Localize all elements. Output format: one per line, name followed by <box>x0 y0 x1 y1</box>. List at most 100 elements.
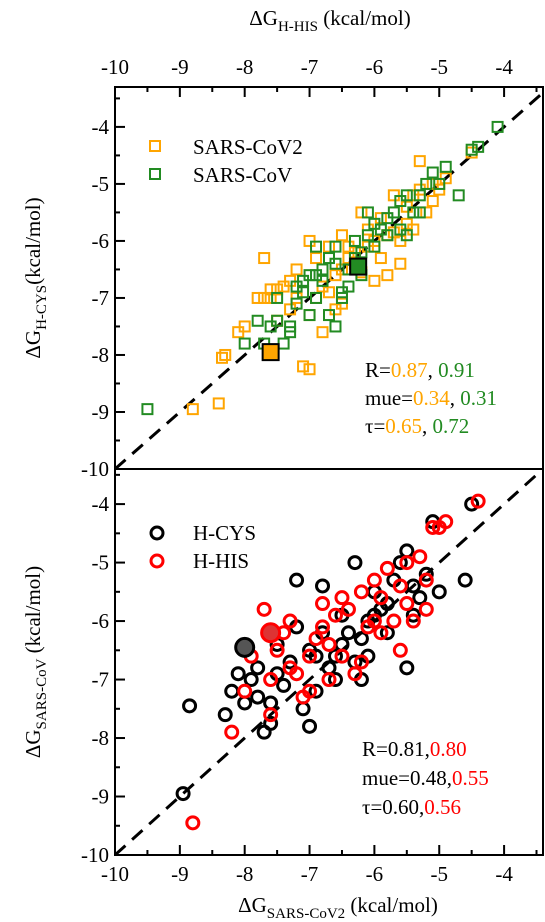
y-tick-label: -9 <box>92 785 110 809</box>
x-tick-label: -5 <box>430 55 448 79</box>
stat-r-top: R=0.87, 0.91 <box>365 358 475 382</box>
data-point <box>418 572 434 588</box>
data-point <box>230 666 246 682</box>
data-point <box>368 240 381 253</box>
data-point <box>224 724 240 740</box>
legend-marker-h-his <box>149 553 165 569</box>
top-panel-y-tick-labels: -10 -9 -8 -7 -6 -5 -4 <box>81 97 125 481</box>
data-point <box>334 648 350 664</box>
panel-bottom: -10 -9 -8 -7 -6 -5 -4 -10 -9 -8 -7 -6 -5 -4 ΔGSARS-C… <box>21 467 545 922</box>
bottom-panel-y-axis-title: ΔGSARS-CoV (kcal/mol) <box>21 566 50 758</box>
data-point <box>323 240 335 253</box>
data-point <box>237 683 253 699</box>
bottom-axis-title: ΔGSARS-CoV2 (kcal/mol) <box>238 893 438 922</box>
x-tick-label: -10 <box>101 862 129 886</box>
data-point <box>387 226 400 239</box>
data-point <box>316 263 329 276</box>
highlighted-point <box>234 636 256 658</box>
legend-marker-h-cys <box>149 525 165 541</box>
data-point <box>315 619 331 635</box>
x-tick-label: -5 <box>430 862 448 886</box>
data-point <box>452 189 465 202</box>
x-tick-label: -8 <box>236 862 254 886</box>
data-point <box>316 274 329 287</box>
y-tick-label: -6 <box>92 229 110 253</box>
top-axis-ticks <box>114 87 538 97</box>
data-point <box>366 572 382 588</box>
data-point <box>185 815 201 831</box>
data-point <box>141 403 154 416</box>
data-point <box>238 320 251 333</box>
y-tick-label: -10 <box>81 457 109 481</box>
y-tick-label: -9 <box>92 400 110 424</box>
data-point <box>405 607 421 623</box>
top-panel-diagonal-line <box>114 91 544 471</box>
data-point <box>413 189 426 202</box>
data-point <box>263 715 279 731</box>
x-tick-label: -7 <box>301 55 319 79</box>
bottom-panel-y-tick-labels: -10 -9 -8 -7 -6 -5 -4 <box>81 473 125 867</box>
data-point <box>175 786 191 802</box>
data-point <box>426 195 439 208</box>
data-point <box>379 625 395 641</box>
bottom-panel-stats: R=0.81,0.80 mue=0.48,0.55 τ=0.60,0.56 <box>362 737 489 819</box>
legend-marker-sars-cov2 <box>149 140 161 152</box>
data-point <box>399 555 415 571</box>
data-point <box>465 143 478 156</box>
data-point <box>342 280 355 293</box>
data-point <box>297 360 310 373</box>
data-point <box>355 206 368 219</box>
data-point <box>216 351 228 364</box>
data-point <box>491 120 504 133</box>
data-point <box>407 206 420 219</box>
data-point <box>392 555 408 571</box>
data-point <box>387 206 400 219</box>
data-point <box>353 631 369 647</box>
plot-frame-bottom <box>114 468 544 856</box>
x-tick-label: -6 <box>366 862 384 886</box>
data-point <box>310 291 323 304</box>
data-point <box>251 314 264 327</box>
data-point <box>381 229 394 242</box>
data-point <box>277 337 290 350</box>
stat-mue-top: mue=0.34, 0.31 <box>365 386 497 410</box>
data-point <box>224 683 240 699</box>
data-point <box>335 291 348 304</box>
data-point <box>361 229 374 242</box>
data-point <box>264 283 277 296</box>
data-point <box>353 584 369 600</box>
data-point <box>335 229 348 242</box>
data-point <box>405 613 421 629</box>
data-point <box>420 206 433 219</box>
highlighted-point <box>260 622 282 644</box>
data-point <box>308 683 324 699</box>
data-point <box>438 514 454 530</box>
data-point <box>418 566 434 582</box>
data-point <box>250 689 266 705</box>
data-point <box>212 397 225 410</box>
top-panel-markers <box>141 120 504 416</box>
data-point <box>373 625 389 641</box>
data-point <box>431 584 447 600</box>
data-point <box>392 642 408 658</box>
data-point <box>399 596 415 612</box>
x-tick-label: -9 <box>171 862 189 886</box>
data-point <box>347 555 363 571</box>
data-point <box>276 677 292 693</box>
data-point <box>418 601 434 617</box>
data-point <box>258 291 271 304</box>
data-point <box>290 297 303 310</box>
stat-mue-bottom: mue=0.48,0.55 <box>362 766 489 790</box>
x-tick-label: -8 <box>236 55 254 79</box>
y-tick-label: -5 <box>92 551 110 575</box>
data-point <box>238 337 251 350</box>
data-point <box>243 672 259 688</box>
data-point <box>284 326 297 339</box>
data-point <box>289 572 305 588</box>
data-point <box>329 320 342 333</box>
panel-top: -10 -9 -8 -7 -6 -5 -4 -10 -9 -8 -7 -6 -5 -4 ΔGH-HIS … <box>21 6 544 481</box>
y-tick-label: -7 <box>92 668 110 692</box>
y-tick-label: -6 <box>92 609 110 633</box>
y-tick-label: -8 <box>92 343 110 367</box>
data-point <box>400 189 413 202</box>
